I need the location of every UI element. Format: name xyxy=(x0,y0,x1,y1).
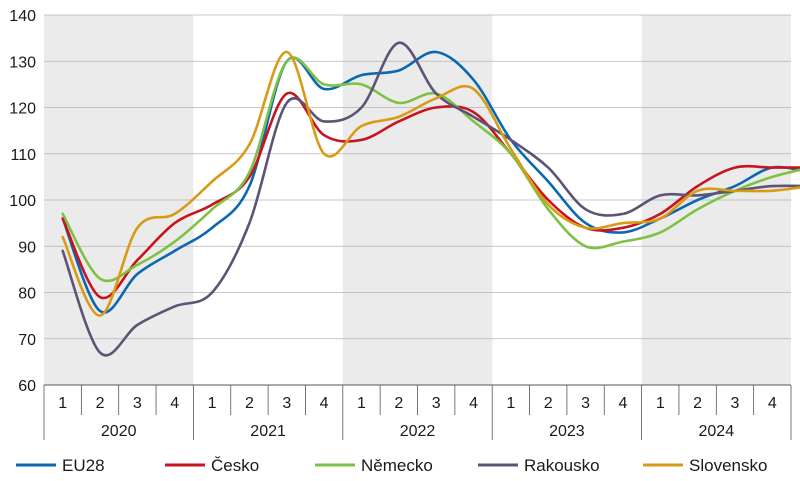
series-lines xyxy=(61,41,800,357)
legend-label: EU28 xyxy=(62,456,105,475)
quarter-label: 4 xyxy=(469,395,478,412)
quarter-label: 3 xyxy=(731,395,740,412)
year-label: 2023 xyxy=(549,423,585,440)
quarter-label: 2 xyxy=(394,395,403,412)
quarter-label: 2 xyxy=(245,395,254,412)
y-tick-label: 120 xyxy=(9,101,36,118)
year-label: 2020 xyxy=(101,423,137,440)
quarter-label: 4 xyxy=(768,395,777,412)
quarter-label: 2 xyxy=(96,395,105,412)
quarter-label: 1 xyxy=(357,395,366,412)
year-label: 2022 xyxy=(400,423,436,440)
legend-label: Slovensko xyxy=(689,456,767,475)
quarter-label: 4 xyxy=(618,395,627,412)
x-axis: 1 2 3 4 2020 1 2 3 4 2021 1 2 3 4 2022 1 2 3 4 2023 1 2 3 4 2024 xyxy=(43,384,792,440)
quarter-label: 2 xyxy=(544,395,553,412)
series-line-eu28 xyxy=(61,50,800,314)
legend-label: Německo xyxy=(361,456,433,475)
quarter-label: 3 xyxy=(133,395,142,412)
legend-label: Česko xyxy=(211,456,259,475)
y-tick-label: 70 xyxy=(18,332,36,349)
quarter-label: 1 xyxy=(506,395,515,412)
quarter-label: 4 xyxy=(170,395,179,412)
y-tick-label: 130 xyxy=(9,54,36,71)
quarter-label: 2 xyxy=(693,395,702,412)
y-tick-label: 110 xyxy=(10,147,36,164)
series-line-německo xyxy=(61,56,800,283)
legend: EU28 Česko Německo Rakousko Slovensko xyxy=(16,456,767,475)
quarter-label: 3 xyxy=(282,395,291,412)
y-tick-label: 90 xyxy=(18,239,36,256)
year-label: 2021 xyxy=(250,423,286,440)
y-tick-label: 60 xyxy=(18,378,36,395)
legend-label: Rakousko xyxy=(524,456,600,475)
quarter-label: 1 xyxy=(656,395,665,412)
quarter-label: 1 xyxy=(208,395,217,412)
quarter-label: 3 xyxy=(432,395,441,412)
y-tick-label: 80 xyxy=(18,286,36,303)
year-label: 2024 xyxy=(699,423,735,440)
quarter-label: 3 xyxy=(581,395,590,412)
quarter-label: 4 xyxy=(320,395,329,412)
y-tick-label: 100 xyxy=(9,193,36,210)
quarter-label: 1 xyxy=(58,395,67,412)
series-line-rakousko xyxy=(61,41,800,357)
series-line-česko xyxy=(61,91,800,300)
y-tick-label: 140 xyxy=(9,8,36,25)
series-line-slovensko xyxy=(61,50,800,317)
y-axis-tick-labels: 60 70 80 90 100 110 120 130 140 xyxy=(9,8,36,395)
